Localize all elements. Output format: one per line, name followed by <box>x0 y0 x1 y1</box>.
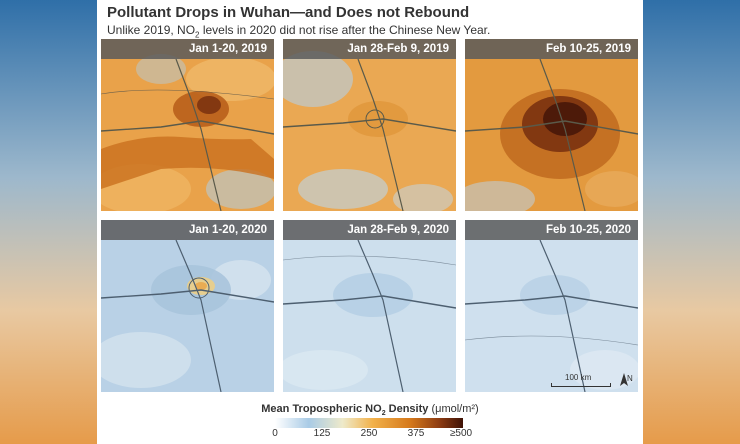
legend-title-suffix: Density <box>385 403 429 415</box>
figure-title: Pollutant Drops in Wuhan—and Does not Re… <box>107 4 470 21</box>
map-panel-feb10-25-2020: Feb 10-25, 2020 <box>465 220 638 392</box>
map-panel-jan28-feb9-2019: Jan 28-Feb 9, 2019 <box>283 39 456 211</box>
subtitle-suffix: levels in 2020 did not rise after the Ch… <box>199 23 491 37</box>
legend-tick: 0 <box>272 428 278 439</box>
no2-map-2020-c <box>465 220 638 392</box>
scale-bar: 100 km <box>551 373 611 390</box>
legend-tick: 375 <box>407 428 425 439</box>
legend-tick: 250 <box>360 428 378 439</box>
subtitle-prefix: Unlike 2019, NO <box>107 23 196 37</box>
map-panel-jan28-feb9-2020: Jan 28-Feb 9, 2020 <box>283 220 456 392</box>
subtitle-subscript: 2 <box>195 30 200 40</box>
map-panel-jan1-20-2019: Jan 1-20, 2019 <box>101 39 274 211</box>
no2-map-2020-a <box>101 220 274 392</box>
legend-title-prefix: Mean Tropospheric NO <box>261 403 382 415</box>
north-label: N <box>627 374 633 383</box>
figure-sheet: Pollutant Drops in Wuhan—and Does not Re… <box>97 0 643 444</box>
panel-label: Feb 10-25, 2020 <box>465 220 638 240</box>
color-bar <box>275 418 463 428</box>
panel-label: Feb 10-25, 2019 <box>465 39 638 59</box>
legend-tick: ≥500 <box>449 428 473 439</box>
panel-label: Jan 1-20, 2019 <box>101 39 274 59</box>
figure-subtitle: Unlike 2019, NO2 levels in 2020 did not … <box>107 23 490 39</box>
map-panel-jan1-20-2020: Jan 1-20, 2020 <box>101 220 274 392</box>
panel-label: Jan 28-Feb 9, 2020 <box>283 220 456 240</box>
no2-map-2019-b <box>283 39 456 211</box>
legend-unit: (μmol/m²) <box>431 403 479 415</box>
legend-title: Mean Tropospheric NO2 Density (μmol/m²) <box>97 403 643 417</box>
no2-map-2019-c <box>465 39 638 211</box>
scale-label: 100 km <box>565 373 592 382</box>
north-arrow-icon: N <box>616 372 633 390</box>
panel-label: Jan 28-Feb 9, 2019 <box>283 39 456 59</box>
map-panel-feb10-25-2019: Feb 10-25, 2019 <box>465 39 638 211</box>
no2-map-2019-a <box>101 39 274 211</box>
no2-map-2020-b <box>283 220 456 392</box>
legend-tick: 125 <box>313 428 331 439</box>
panel-label: Jan 1-20, 2020 <box>101 220 274 240</box>
legend-title-subscript: 2 <box>381 410 386 418</box>
